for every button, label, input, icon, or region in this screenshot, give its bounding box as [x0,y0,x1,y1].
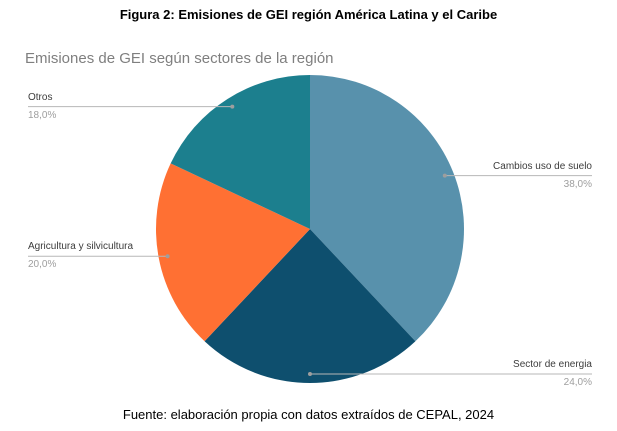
pie-slice-3 [170,75,310,229]
leader-dot-3 [230,104,235,109]
chart-title: Emisiones de GEI según sectores de la re… [25,50,334,67]
pie-slice-2 [156,163,310,342]
leader-dot-1 [308,372,312,376]
pie-slice-1 [204,229,416,383]
figure-title: Figura 2: Emisiones de GEI región Améric… [119,7,498,22]
leader-dot-0 [442,173,447,178]
leader-dot-2 [165,254,170,259]
source-caption: Fuente: elaboración propia con datos ext… [122,407,495,422]
pie-slice-0 [310,75,464,342]
